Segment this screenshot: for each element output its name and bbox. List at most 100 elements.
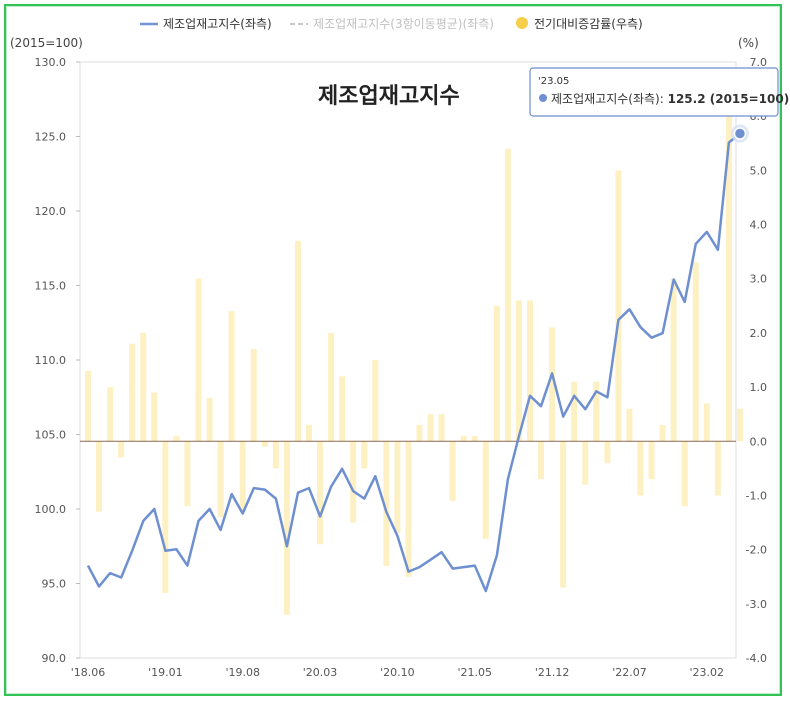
- change-rate-bars: [85, 110, 743, 615]
- change-rate-bar: [604, 441, 611, 463]
- change-rate-bar: [350, 441, 357, 523]
- x-tick-label: '20.10: [380, 666, 415, 679]
- right-axis: -4.0-3.0-2.0-1.00.01.02.03.04.05.06.07.0: [746, 56, 767, 665]
- change-rate-bar: [339, 376, 346, 442]
- tooltip-box: [529, 67, 779, 117]
- change-rate-bar: [515, 300, 522, 442]
- right-tick-label: 1.0: [750, 381, 768, 394]
- left-tick-label: 90.0: [42, 652, 67, 665]
- change-rate-bar: [460, 435, 467, 442]
- right-tick-label: 2.0: [750, 327, 768, 340]
- legend-dot-swatch: [516, 17, 528, 29]
- chart-title: 제조업재고지수: [318, 84, 460, 109]
- change-rate-bar: [615, 170, 622, 442]
- change-rate-bar: [217, 441, 224, 518]
- x-axis: '18.06 '19.01 '19.08 '20.03 '20.10 '21.05 '21.…: [71, 666, 724, 679]
- change-rate-bar: [571, 381, 578, 442]
- change-rate-bar: [151, 392, 158, 442]
- change-rate-bar: [549, 327, 556, 442]
- x-tick-label: '19.08: [225, 666, 260, 679]
- right-tick-label: 7.0: [750, 56, 768, 69]
- x-tick-label: '21.12: [535, 666, 570, 679]
- change-rate-bar: [372, 360, 379, 442]
- x-tick-label: '21.05: [457, 666, 492, 679]
- change-rate-bar: [482, 441, 489, 539]
- index-line: [86, 132, 741, 593]
- change-rate-bar: [107, 387, 114, 442]
- tooltip-series-name: 제조업재고지수(좌측): [551, 92, 660, 106]
- change-rate-bar: [703, 403, 710, 442]
- svg-text:제조업재고지수(좌측): 125.2 (2015=100): 제조업재고지수(좌측): 125.2 (2015=100): [551, 92, 789, 106]
- change-rate-bar: [317, 441, 324, 545]
- right-tick-label: -3.0: [746, 598, 767, 611]
- change-rate-bar: [85, 370, 91, 442]
- change-rate-bar: [394, 441, 401, 534]
- legend[interactable]: 제조업재고지수(좌측) 제조업재고지수(3항이동평균)(좌측) 전기대비증감률(…: [140, 17, 643, 31]
- right-tick-label: 5.0: [750, 164, 768, 177]
- change-rate-bar: [405, 441, 412, 577]
- change-rate-bar: [582, 441, 589, 485]
- change-rate-bar: [659, 425, 666, 442]
- change-rate-bar: [725, 110, 732, 442]
- change-rate-bar: [504, 148, 511, 442]
- change-rate-bar: [118, 441, 125, 458]
- legend-label-index: 제조업재고지수(좌측): [163, 17, 272, 31]
- change-rate-bar: [714, 441, 721, 496]
- change-rate-bar: [206, 397, 213, 442]
- change-rate-bar: [96, 441, 103, 512]
- x-tick-label: '20.03: [303, 666, 338, 679]
- change-rate-bar: [538, 441, 545, 480]
- left-tick-label: 100.0: [35, 503, 67, 516]
- left-axis: 90.0 95.0 100.0 105.0 110.0 115.0 120.0 125.0 13…: [35, 56, 80, 665]
- change-rate-bar: [637, 441, 644, 496]
- change-rate-bar: [140, 332, 147, 442]
- change-rate-bar: [736, 408, 743, 442]
- legend-item-index[interactable]: 제조업재고지수(좌측): [140, 17, 272, 31]
- change-rate-bar: [383, 441, 390, 566]
- change-rate-bar: [250, 349, 257, 442]
- right-axis-unit: (%): [738, 36, 759, 50]
- left-axis-unit: (2015=100): [10, 36, 83, 50]
- change-rate-bar: [195, 278, 202, 442]
- change-rate-bar: [306, 425, 312, 442]
- chart-frame: [4, 4, 782, 696]
- change-rate-bar: [527, 300, 533, 442]
- change-rate-bar: [560, 441, 567, 588]
- change-rate-bar: [471, 435, 478, 442]
- change-rate-bar: [361, 441, 368, 469]
- left-tick-label: 125.0: [35, 131, 67, 144]
- right-tick-label: 4.0: [750, 219, 768, 232]
- hover-point[interactable]: [730, 124, 749, 143]
- change-rate-bar: [449, 441, 456, 501]
- change-rate-bar: [272, 441, 279, 469]
- right-tick-label: -2.0: [746, 544, 767, 557]
- hover-point-marker: [733, 127, 747, 140]
- left-tick-label: 130.0: [35, 56, 67, 69]
- legend-item-moving-average[interactable]: 제조업재고지수(3항이동평균)(좌측): [290, 17, 494, 31]
- right-tick-label: 0.0: [750, 435, 768, 448]
- left-tick-label: 95.0: [42, 578, 67, 591]
- tooltip-marker: [539, 94, 547, 102]
- change-rate-bar: [692, 262, 699, 442]
- change-rate-bar: [328, 332, 335, 442]
- legend-label-change-rate: 전기대비증감률(우측): [534, 17, 643, 31]
- x-tick-label: '22.07: [612, 666, 647, 679]
- change-rate-bar: [493, 305, 500, 442]
- change-rate-bar: [648, 441, 655, 480]
- change-rate-bar: [173, 435, 180, 442]
- x-tick-label: '18.06: [71, 666, 106, 679]
- change-rate-bar: [626, 408, 633, 442]
- right-tick-label: 3.0: [750, 273, 768, 286]
- change-rate-bar: [228, 311, 235, 442]
- change-rate-bar: [427, 414, 434, 442]
- change-rate-bar: [294, 240, 301, 442]
- tooltip-value: 125.2 (2015=100): [668, 92, 790, 106]
- change-rate-bar: [129, 343, 136, 442]
- legend-item-change-rate[interactable]: 전기대비증감률(우측): [516, 17, 643, 31]
- change-rate-bar: [438, 414, 445, 442]
- change-rate-bar: [184, 441, 191, 507]
- right-tick-label: -4.0: [746, 652, 767, 665]
- x-tick-label: '19.01: [148, 666, 183, 679]
- change-rate-bar: [681, 441, 688, 507]
